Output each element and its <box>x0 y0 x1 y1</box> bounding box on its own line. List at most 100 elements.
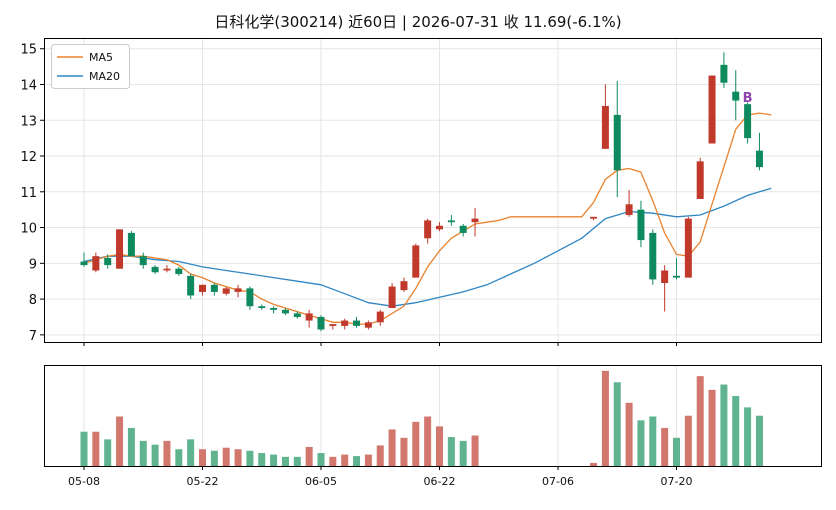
volume-bar <box>139 440 147 466</box>
volume-bar <box>210 450 218 466</box>
volume-bar <box>246 450 254 466</box>
volume-bar <box>104 439 112 466</box>
candle-body <box>281 309 289 314</box>
candle-body <box>364 322 372 328</box>
x-tick-label: 05-22 <box>187 475 219 488</box>
ma20-line <box>83 187 772 307</box>
volume-bar <box>234 449 242 466</box>
volume-bar <box>187 439 195 466</box>
y-tick-label: 12 <box>20 150 37 165</box>
candle-body <box>436 225 443 230</box>
volume-bar <box>317 453 325 466</box>
volume-bar <box>720 384 728 466</box>
candle-body <box>329 324 337 326</box>
candle-body <box>80 261 88 266</box>
volume-bar <box>708 389 716 466</box>
y-tick-label: 10 <box>20 222 37 237</box>
volume-bar <box>755 415 763 466</box>
candle-body <box>376 311 384 323</box>
candle-body <box>590 216 598 219</box>
candle-body <box>92 256 100 271</box>
candlesticks <box>80 52 763 332</box>
volume-bar <box>376 445 384 466</box>
candle-body <box>139 256 147 266</box>
date-x-axis: 05-08 05-22 06-05 06-22 07-06 07-20 <box>68 342 692 488</box>
volume-bar <box>293 456 301 466</box>
candle-body <box>175 268 183 275</box>
volume-bar <box>163 440 171 466</box>
candle-body <box>305 313 313 321</box>
volume-bar <box>471 435 479 466</box>
candle-body <box>187 275 195 296</box>
volume-bar <box>353 456 361 466</box>
volume-bar <box>364 454 372 466</box>
candle-body <box>341 320 349 326</box>
volume-bar <box>732 395 740 466</box>
volume-bar <box>305 446 313 466</box>
candle-body <box>625 204 633 216</box>
volume-bar <box>175 449 183 466</box>
candle-body <box>601 105 609 149</box>
y-tick-label: 8 <box>29 293 37 308</box>
candle-body <box>424 220 432 239</box>
buy-signal-marker: B <box>743 91 753 106</box>
candle-body <box>447 220 455 223</box>
candle-body <box>317 316 325 330</box>
volume-bar <box>199 449 206 466</box>
volume-bar <box>424 416 432 466</box>
candle-body <box>696 161 704 199</box>
candle-body <box>151 266 159 273</box>
candle-body <box>270 308 278 310</box>
candle-body <box>755 150 763 168</box>
volume-bar <box>222 447 230 466</box>
candle-body <box>127 232 135 257</box>
legend-ma20-label: MA20 <box>89 70 120 83</box>
volume-bar <box>447 437 455 466</box>
y-tick-label: 13 <box>20 114 37 129</box>
candle-body <box>104 257 112 266</box>
volume-bar <box>281 456 289 466</box>
volume-bar <box>696 376 704 466</box>
candle-body <box>412 245 420 278</box>
candle-body <box>199 284 206 292</box>
candle-body <box>234 288 242 292</box>
volume-bar <box>590 462 598 466</box>
ma5-line-group <box>83 112 772 325</box>
legend-ma5-label: MA5 <box>89 51 113 64</box>
y-tick-label: 11 <box>20 186 37 201</box>
volume-bar <box>649 416 657 466</box>
candle-body <box>388 286 396 309</box>
candle-body <box>744 104 752 139</box>
candle-body <box>720 64 728 83</box>
candle-body <box>222 288 230 294</box>
ma5-line <box>83 112 772 325</box>
candle-body <box>246 288 254 307</box>
candle-body <box>708 75 716 144</box>
volume-bar <box>329 456 337 466</box>
x-tick-label: 06-05 <box>305 475 337 488</box>
y-tick-label: 14 <box>20 78 37 93</box>
candle-body <box>353 320 361 326</box>
volume-bar <box>80 431 88 466</box>
volume-bar <box>744 407 752 466</box>
volume-bar <box>341 454 349 466</box>
candle-body <box>258 306 266 309</box>
y-tick-label: 7 <box>29 329 37 344</box>
candle-body <box>210 284 218 292</box>
signal-marker-group: B <box>743 91 753 106</box>
volume-bar <box>151 444 159 466</box>
volume-panel-frame <box>44 365 822 467</box>
volume-bar <box>637 420 645 466</box>
y-tick-label: 15 <box>20 43 37 58</box>
candle-body <box>400 281 408 291</box>
candle-body <box>613 114 621 171</box>
volume-bar <box>412 421 420 466</box>
volume-bar <box>400 437 408 466</box>
volume-bar <box>601 370 609 466</box>
candle-body <box>661 270 669 283</box>
volume-bar <box>673 437 680 466</box>
volume-bar <box>92 431 100 466</box>
volume-bars <box>80 370 763 466</box>
legend: MA5 MA20 <box>51 44 130 89</box>
